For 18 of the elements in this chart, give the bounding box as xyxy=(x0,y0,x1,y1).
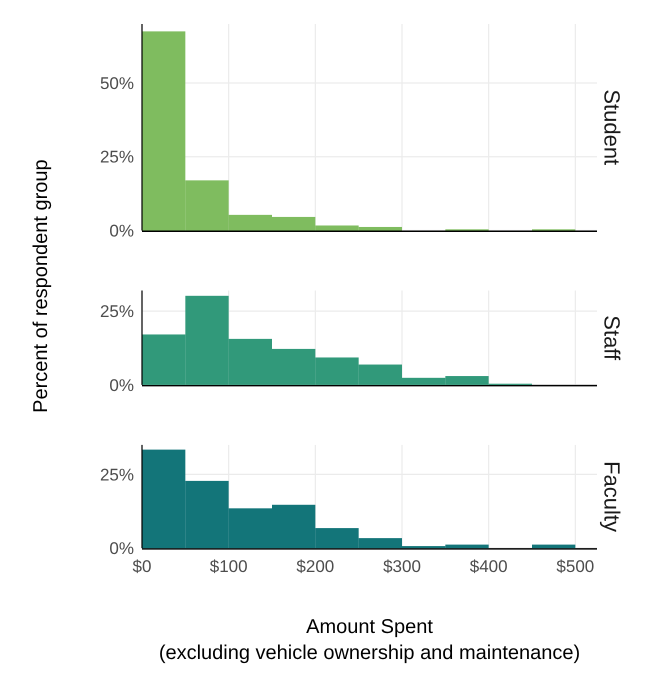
x-tick-label: $100 xyxy=(210,557,248,576)
text: Staff xyxy=(599,315,624,362)
y-axis-title: Percent of respondent group xyxy=(30,159,52,413)
y-tick-label: 25% xyxy=(100,465,134,484)
y-tick-label: 25% xyxy=(100,302,134,322)
y-tick-label: 0% xyxy=(109,221,134,240)
y-tick-label: 50% xyxy=(100,74,134,93)
y-tick-label: 0% xyxy=(109,539,134,558)
x-tick-label: $200 xyxy=(296,557,334,576)
text: Faculty xyxy=(599,461,624,532)
x-axis-title: Amount Spent (excluding vehicle ownership and maintenance) xyxy=(158,616,580,664)
x-tick-label: $300 xyxy=(383,557,421,576)
x-tick-label: $0 xyxy=(132,557,152,576)
y-tick-label: 25% xyxy=(100,148,134,167)
text: Student xyxy=(599,89,624,166)
x-tick-label: $500 xyxy=(556,557,594,576)
y-tick-label: 0% xyxy=(109,376,134,395)
x-tick-label: $400 xyxy=(470,557,508,576)
